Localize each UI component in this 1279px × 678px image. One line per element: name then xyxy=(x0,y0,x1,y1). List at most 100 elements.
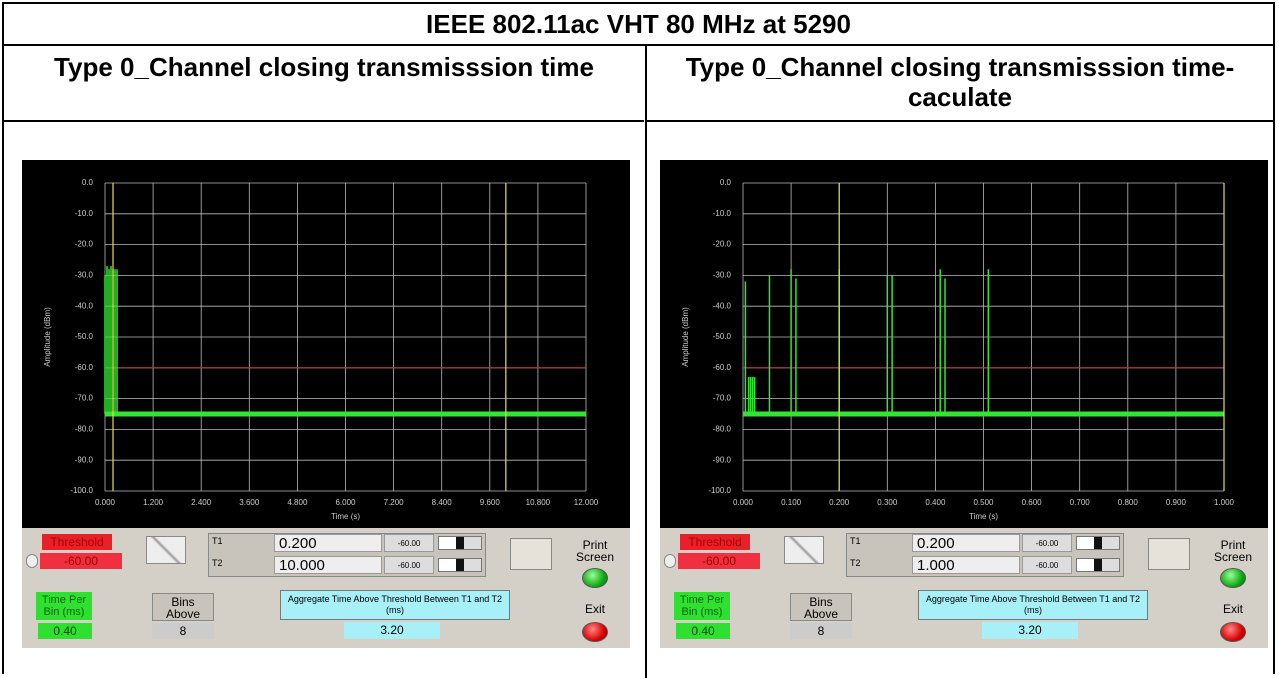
y-tick-label: -60.0 xyxy=(75,363,94,372)
y-tick-label: -10.0 xyxy=(713,209,732,218)
exit-button[interactable] xyxy=(582,622,608,642)
x-tick-label: 4.800 xyxy=(287,498,308,507)
y-axis-label: Amplitude (dBm) xyxy=(43,307,52,367)
x-tick-label: 1.200 xyxy=(143,498,164,507)
x-tick-label: 0.600 xyxy=(1022,498,1043,507)
threshold-label: Threshold xyxy=(680,534,750,550)
x-tick-label: 0.200 xyxy=(829,498,850,507)
y-tick-label: -30.0 xyxy=(713,271,732,280)
x-tick-label: 0.300 xyxy=(877,498,898,507)
cursor-time: 1.000 xyxy=(912,556,1020,574)
y-tick-label: -80.0 xyxy=(713,425,732,434)
y-tick-label: -20.0 xyxy=(713,240,732,249)
x-tick-label: 0.100 xyxy=(781,498,802,507)
threshold-spinner xyxy=(664,554,676,568)
cursor-time: 0.200 xyxy=(274,534,382,552)
y-tick-label: -50.0 xyxy=(713,332,732,341)
time-per-bin-value: 0.40 xyxy=(38,623,92,639)
x-tick-label: 0.500 xyxy=(973,498,994,507)
aggregate-value: 3.20 xyxy=(982,622,1078,639)
x-tick-label: 2.400 xyxy=(191,498,212,507)
y-tick-label: -90.0 xyxy=(75,455,94,464)
y-axis-label: Amplitude (dBm) xyxy=(681,307,690,367)
x-tick-label: 12.000 xyxy=(574,498,599,507)
threshold-label: Threshold xyxy=(42,534,112,550)
y-tick-label: -50.0 xyxy=(75,332,94,341)
time-per-bin-label: Time Per Bin (ms) xyxy=(674,592,730,620)
plot-background xyxy=(22,160,630,528)
instrument-panel: 0.0 -10.0 -20.0 -30.0 -40.0 -50.0 -60.0 -70.0 -8… xyxy=(660,160,1268,648)
title: IEEE 802.11ac VHT 80 MHz at 5290 xyxy=(4,4,1273,46)
cursor-amplitude: -60.00 xyxy=(384,556,434,574)
y-tick-label: -30.0 xyxy=(75,271,94,280)
y-tick-label: -100.0 xyxy=(70,486,93,495)
cursor-amplitude: -60.00 xyxy=(1022,556,1072,574)
x-tick-label: 0.000 xyxy=(733,498,754,507)
y-tick-label: 0.0 xyxy=(720,178,732,187)
y-tick-label: -60.0 xyxy=(713,363,732,372)
exit-label: Exit xyxy=(584,602,605,616)
cursor-style xyxy=(438,558,482,572)
chart: 0.0 -10.0 -20.0 -30.0 -40.0 -50.0 -60.0 -70.0 -8… xyxy=(660,160,1268,528)
x-tick-label: 0.900 xyxy=(1166,498,1187,507)
x-axis-label: Time (s) xyxy=(331,512,360,521)
x-tick-label: 8.400 xyxy=(432,498,453,507)
threshold-value: -60.00 xyxy=(40,553,122,569)
plot-background xyxy=(660,160,1268,528)
x-tick-label: 6.000 xyxy=(335,498,356,507)
cursor-style xyxy=(438,536,482,550)
pan-control xyxy=(146,536,186,564)
x-tick-label: 3.600 xyxy=(239,498,260,507)
y-tick-label: -70.0 xyxy=(713,394,732,403)
bins-value: 8 xyxy=(790,623,852,639)
print-button[interactable] xyxy=(1220,568,1246,588)
cursor-time: 10.000 xyxy=(274,556,382,574)
print-button[interactable] xyxy=(582,568,608,588)
zoom-control xyxy=(510,538,552,570)
zoom-control xyxy=(1148,538,1190,570)
aggregate-label: Aggregate Time Above Threshold Between T… xyxy=(280,590,510,620)
y-tick-label: -40.0 xyxy=(713,301,732,310)
y-tick-label: -20.0 xyxy=(75,240,94,249)
bins-label: Bins Above xyxy=(152,593,214,621)
cursor-label: T1 xyxy=(850,536,861,546)
threshold-spinner xyxy=(26,554,38,568)
cursor-label: T2 xyxy=(850,558,861,568)
cursor-amplitude: -60.00 xyxy=(1022,534,1072,552)
print-label: Print Screen xyxy=(1213,538,1253,564)
x-tick-label: 0.400 xyxy=(925,498,946,507)
chart: 0.0 -10.0 -20.0 -30.0 -40.0 -50.0 -60.0 -70.0 -8… xyxy=(22,160,630,528)
cursor-label: T1 xyxy=(212,536,223,546)
exit-button[interactable] xyxy=(1220,622,1246,642)
time-per-bin-value: 0.40 xyxy=(676,623,730,639)
x-tick-label: 0.700 xyxy=(1070,498,1091,507)
x-tick-label: 0.800 xyxy=(1118,498,1139,507)
x-tick-label: 9.600 xyxy=(480,498,501,507)
time-per-bin-label: Time Per Bin (ms) xyxy=(36,592,92,620)
threshold-value: -60.00 xyxy=(678,553,760,569)
x-axis-label: Time (s) xyxy=(969,512,998,521)
column-heading: Type 0_Channel closing transmisssion tim… xyxy=(647,46,1273,122)
cursor-style xyxy=(1076,558,1120,572)
exit-label: Exit xyxy=(1222,602,1243,616)
x-tick-label: 7.200 xyxy=(384,498,405,507)
pan-control xyxy=(784,536,824,564)
bins-value: 8 xyxy=(152,623,214,639)
aggregate-value: 3.20 xyxy=(344,622,440,639)
x-tick-label: 0.000 xyxy=(95,498,116,507)
instrument-panel: 0.0 -10.0 -20.0 -30.0 -40.0 -50.0 -60.0 -70.0 -8… xyxy=(22,160,630,648)
print-label: Print Screen xyxy=(575,538,615,564)
cursor-label: T2 xyxy=(212,558,223,568)
y-tick-label: -90.0 xyxy=(713,455,732,464)
y-tick-label: -70.0 xyxy=(75,394,94,403)
y-tick-label: -40.0 xyxy=(75,301,94,310)
aggregate-label: Aggregate Time Above Threshold Between T… xyxy=(918,590,1148,620)
cursor-style xyxy=(1076,536,1120,550)
x-tick-label: 1.000 xyxy=(1214,498,1235,507)
divider xyxy=(645,46,647,678)
y-tick-label: 0.0 xyxy=(82,178,94,187)
column-heading: Type 0_Channel closing transmisssion tim… xyxy=(4,46,644,122)
y-tick-label: -10.0 xyxy=(75,209,94,218)
cursor-amplitude: -60.00 xyxy=(384,534,434,552)
